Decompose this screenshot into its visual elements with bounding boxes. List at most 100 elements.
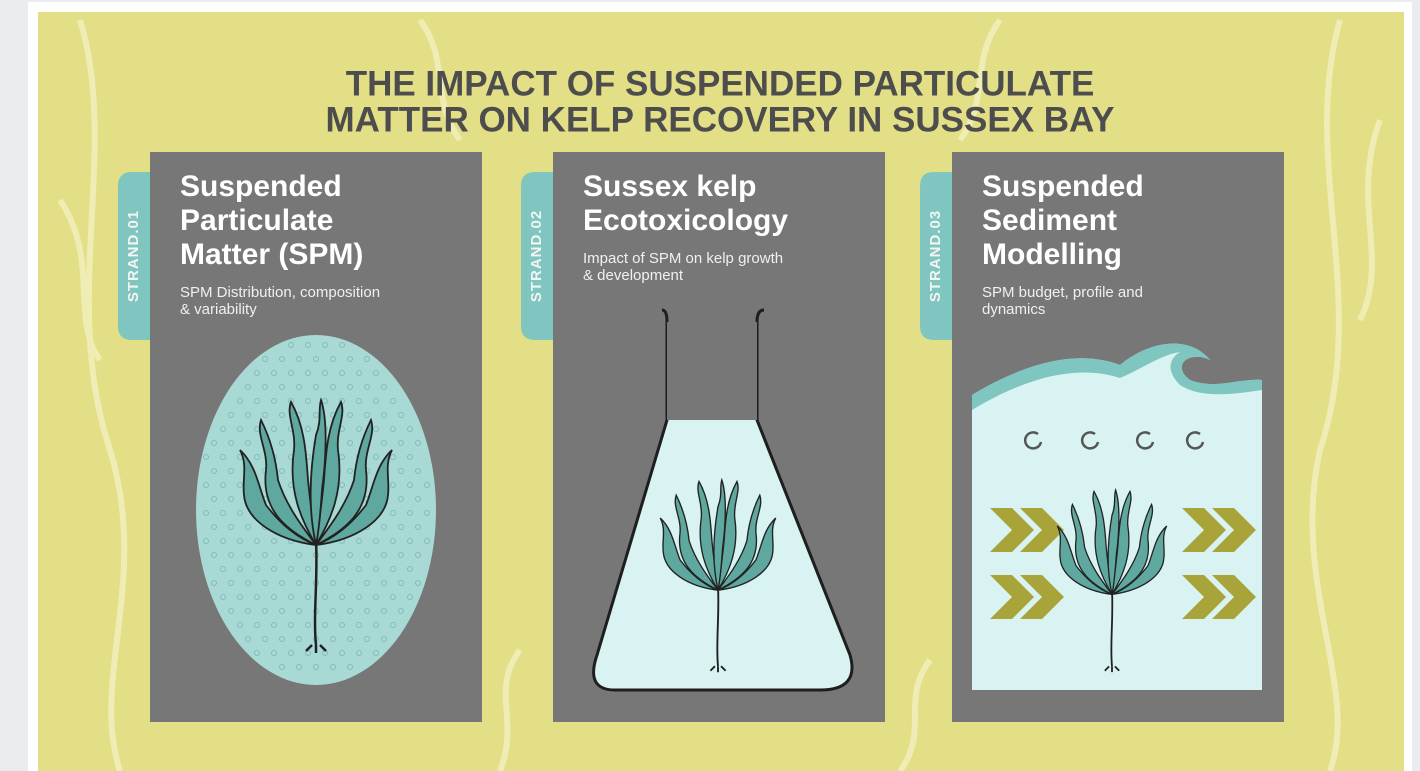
- particle: [203, 454, 209, 460]
- particle: [305, 342, 311, 348]
- particle: [330, 664, 336, 670]
- particle: [245, 412, 251, 418]
- particle: [211, 580, 217, 586]
- card-heading: Suspended: [180, 170, 342, 203]
- particle: [220, 510, 226, 516]
- card-subtitle: SPM Distribution, composition: [180, 284, 380, 301]
- particle: [271, 370, 277, 376]
- particle: [313, 384, 319, 390]
- particle: [415, 468, 421, 474]
- particle: [211, 496, 217, 502]
- particle: [407, 426, 413, 432]
- particle: [322, 566, 328, 572]
- particle: [262, 580, 268, 586]
- particle: [373, 426, 379, 432]
- particle: [398, 552, 404, 558]
- particle: [245, 552, 251, 558]
- card-heading: Sediment: [982, 204, 1117, 237]
- particle: [415, 552, 421, 558]
- particle: [356, 650, 362, 656]
- particle: [364, 384, 370, 390]
- particle: [203, 538, 209, 544]
- particle: [296, 384, 302, 390]
- illustration-flask: [592, 308, 854, 692]
- illustration-sediment: [972, 343, 1262, 690]
- particle: [373, 398, 379, 404]
- title-line: THE IMPACT OF SUSPENDED PARTICULATE: [346, 64, 1095, 103]
- particle: [398, 608, 404, 614]
- particle: [245, 580, 251, 586]
- particle: [364, 552, 370, 558]
- particle: [237, 398, 243, 404]
- particle: [313, 412, 319, 418]
- particle: [381, 524, 387, 530]
- particle: [390, 510, 396, 516]
- particle: [407, 594, 413, 600]
- particle: [373, 594, 379, 600]
- card-heading: Sussex kelp: [583, 170, 756, 203]
- particle: [364, 636, 370, 642]
- particle: [245, 384, 251, 390]
- particle: [347, 356, 353, 362]
- particle: [424, 510, 430, 516]
- particle: [254, 370, 260, 376]
- particle: [245, 440, 251, 446]
- particle: [415, 524, 421, 530]
- particle: [305, 566, 311, 572]
- particle: [381, 608, 387, 614]
- particle: [330, 580, 336, 586]
- particle: [407, 454, 413, 460]
- particle: [228, 468, 234, 474]
- particle: [220, 538, 226, 544]
- particle: [398, 468, 404, 474]
- particle: [415, 580, 421, 586]
- particle: [407, 482, 413, 488]
- particle: [373, 538, 379, 544]
- particle: [254, 566, 260, 572]
- particle: [296, 580, 302, 586]
- particle: [262, 608, 268, 614]
- particle: [279, 468, 285, 474]
- particle: [211, 524, 217, 530]
- particle: [228, 608, 234, 614]
- particle: [398, 412, 404, 418]
- particle: [279, 552, 285, 558]
- particle: [339, 370, 345, 376]
- particle: [305, 398, 311, 404]
- particle: [211, 468, 217, 474]
- particle: [203, 510, 209, 516]
- particle: [364, 356, 370, 362]
- particle: [279, 608, 285, 614]
- particle: [424, 538, 430, 544]
- card-heading: Ecotoxicology: [583, 204, 788, 237]
- particle: [313, 664, 319, 670]
- particle: [305, 370, 311, 376]
- particle: [262, 384, 268, 390]
- particle: [398, 524, 404, 530]
- strand-label: STRAND.03: [927, 210, 944, 302]
- strand-label: STRAND.02: [528, 210, 545, 302]
- particle: [220, 454, 226, 460]
- particle: [381, 552, 387, 558]
- particle: [390, 454, 396, 460]
- particle: [322, 370, 328, 376]
- particle: [279, 636, 285, 642]
- particle: [288, 342, 294, 348]
- particle: [237, 538, 243, 544]
- particle: [339, 482, 345, 488]
- particle: [262, 636, 268, 642]
- particle: [245, 524, 251, 530]
- particle: [254, 454, 260, 460]
- particle: [305, 426, 311, 432]
- particle: [339, 342, 345, 348]
- particle: [390, 566, 396, 572]
- particle: [237, 426, 243, 432]
- particle: [356, 398, 362, 404]
- particle: [373, 454, 379, 460]
- card-heading: Particulate: [180, 204, 333, 237]
- particle: [339, 650, 345, 656]
- particle: [356, 538, 362, 544]
- particle: [415, 496, 421, 502]
- particle: [390, 622, 396, 628]
- particle: [220, 594, 226, 600]
